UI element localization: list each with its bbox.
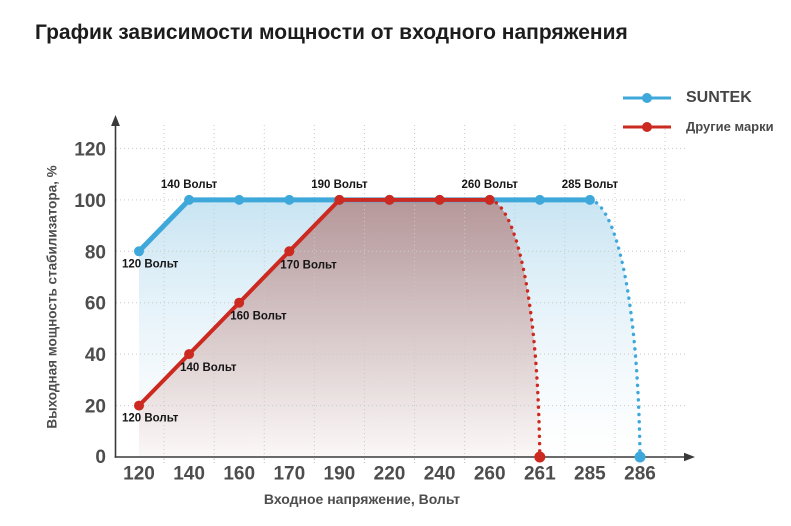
point-annotation: 120 Вольт bbox=[122, 413, 179, 425]
data-point-other-brands bbox=[184, 349, 195, 360]
legend-label: SUNTEK bbox=[686, 89, 752, 106]
data-point-other-brands bbox=[384, 194, 395, 205]
x-tick-label: 170 bbox=[273, 464, 305, 485]
y-axis-title: Выходная мощность стабилизатора, % bbox=[44, 165, 60, 429]
point-annotation: 140 Вольт bbox=[180, 362, 237, 374]
x-tick-label: 220 bbox=[374, 464, 406, 485]
data-point-suntek bbox=[234, 194, 245, 205]
x-tick-label: 260 bbox=[474, 464, 506, 485]
point-annotation: 285 Вольт bbox=[562, 179, 619, 191]
data-point-suntek bbox=[284, 194, 295, 205]
point-annotation: 260 Вольт bbox=[461, 179, 518, 191]
data-point-other-brands bbox=[334, 194, 345, 205]
point-annotation: 170 Вольт bbox=[280, 259, 337, 271]
chart-legend: SUNTEK Другие марки bbox=[622, 90, 774, 133]
y-tick-label: 80 bbox=[85, 242, 106, 263]
x-tick-label: 120 bbox=[123, 464, 155, 485]
x-tick-label: 261 bbox=[524, 464, 556, 485]
legend-label: Другие марки bbox=[686, 119, 774, 134]
x-tick-label: 240 bbox=[424, 464, 456, 485]
legend-item-other-brands[interactable]: Другие марки bbox=[622, 120, 774, 133]
x-axis-arrow bbox=[684, 452, 695, 462]
x-tick-label: 285 bbox=[574, 464, 606, 485]
data-point-other-brands bbox=[434, 194, 445, 205]
point-annotation: 140 Вольт bbox=[161, 179, 218, 191]
legend-marker-suntek bbox=[623, 93, 671, 103]
point-annotation: 160 Вольт bbox=[230, 311, 287, 323]
y-tick-label: 120 bbox=[74, 139, 106, 160]
y-tick-label: 20 bbox=[85, 397, 106, 418]
data-point-suntek bbox=[534, 194, 545, 205]
y-tick-label: 100 bbox=[74, 191, 106, 212]
point-annotation: 190 Вольт bbox=[311, 179, 368, 191]
x-axis-title: Входное напряжение, Вольт bbox=[263, 491, 461, 507]
y-tick-label: 60 bbox=[85, 294, 106, 315]
x-tick-label: 160 bbox=[223, 464, 255, 485]
page-title: График зависимости мощности от входного … bbox=[35, 21, 628, 44]
data-point-suntek bbox=[634, 451, 646, 463]
data-point-other-brands bbox=[134, 400, 144, 411]
data-point-other-brands bbox=[534, 451, 546, 463]
y-tick-label: 0 bbox=[95, 447, 106, 468]
y-axis-arrow bbox=[111, 115, 120, 126]
legend-marker-other-brands bbox=[623, 121, 671, 132]
legend-item-suntek[interactable]: SUNTEK bbox=[622, 90, 774, 106]
data-point-suntek bbox=[584, 194, 595, 205]
point-annotation: 120 Вольт bbox=[122, 258, 179, 270]
x-tick-label: 140 bbox=[173, 464, 205, 485]
series-line-other-brands bbox=[137, 197, 492, 408]
data-point-suntek bbox=[184, 194, 195, 205]
data-point-other-brands bbox=[234, 297, 245, 308]
x-tick-label: 286 bbox=[624, 464, 656, 485]
y-tick-label: 40 bbox=[85, 345, 106, 366]
data-point-other-brands bbox=[484, 194, 495, 205]
data-point-suntek bbox=[134, 246, 144, 257]
data-point-other-brands bbox=[284, 246, 295, 257]
x-tick-label: 190 bbox=[324, 464, 356, 485]
area-fill-other-brands bbox=[139, 199, 540, 457]
